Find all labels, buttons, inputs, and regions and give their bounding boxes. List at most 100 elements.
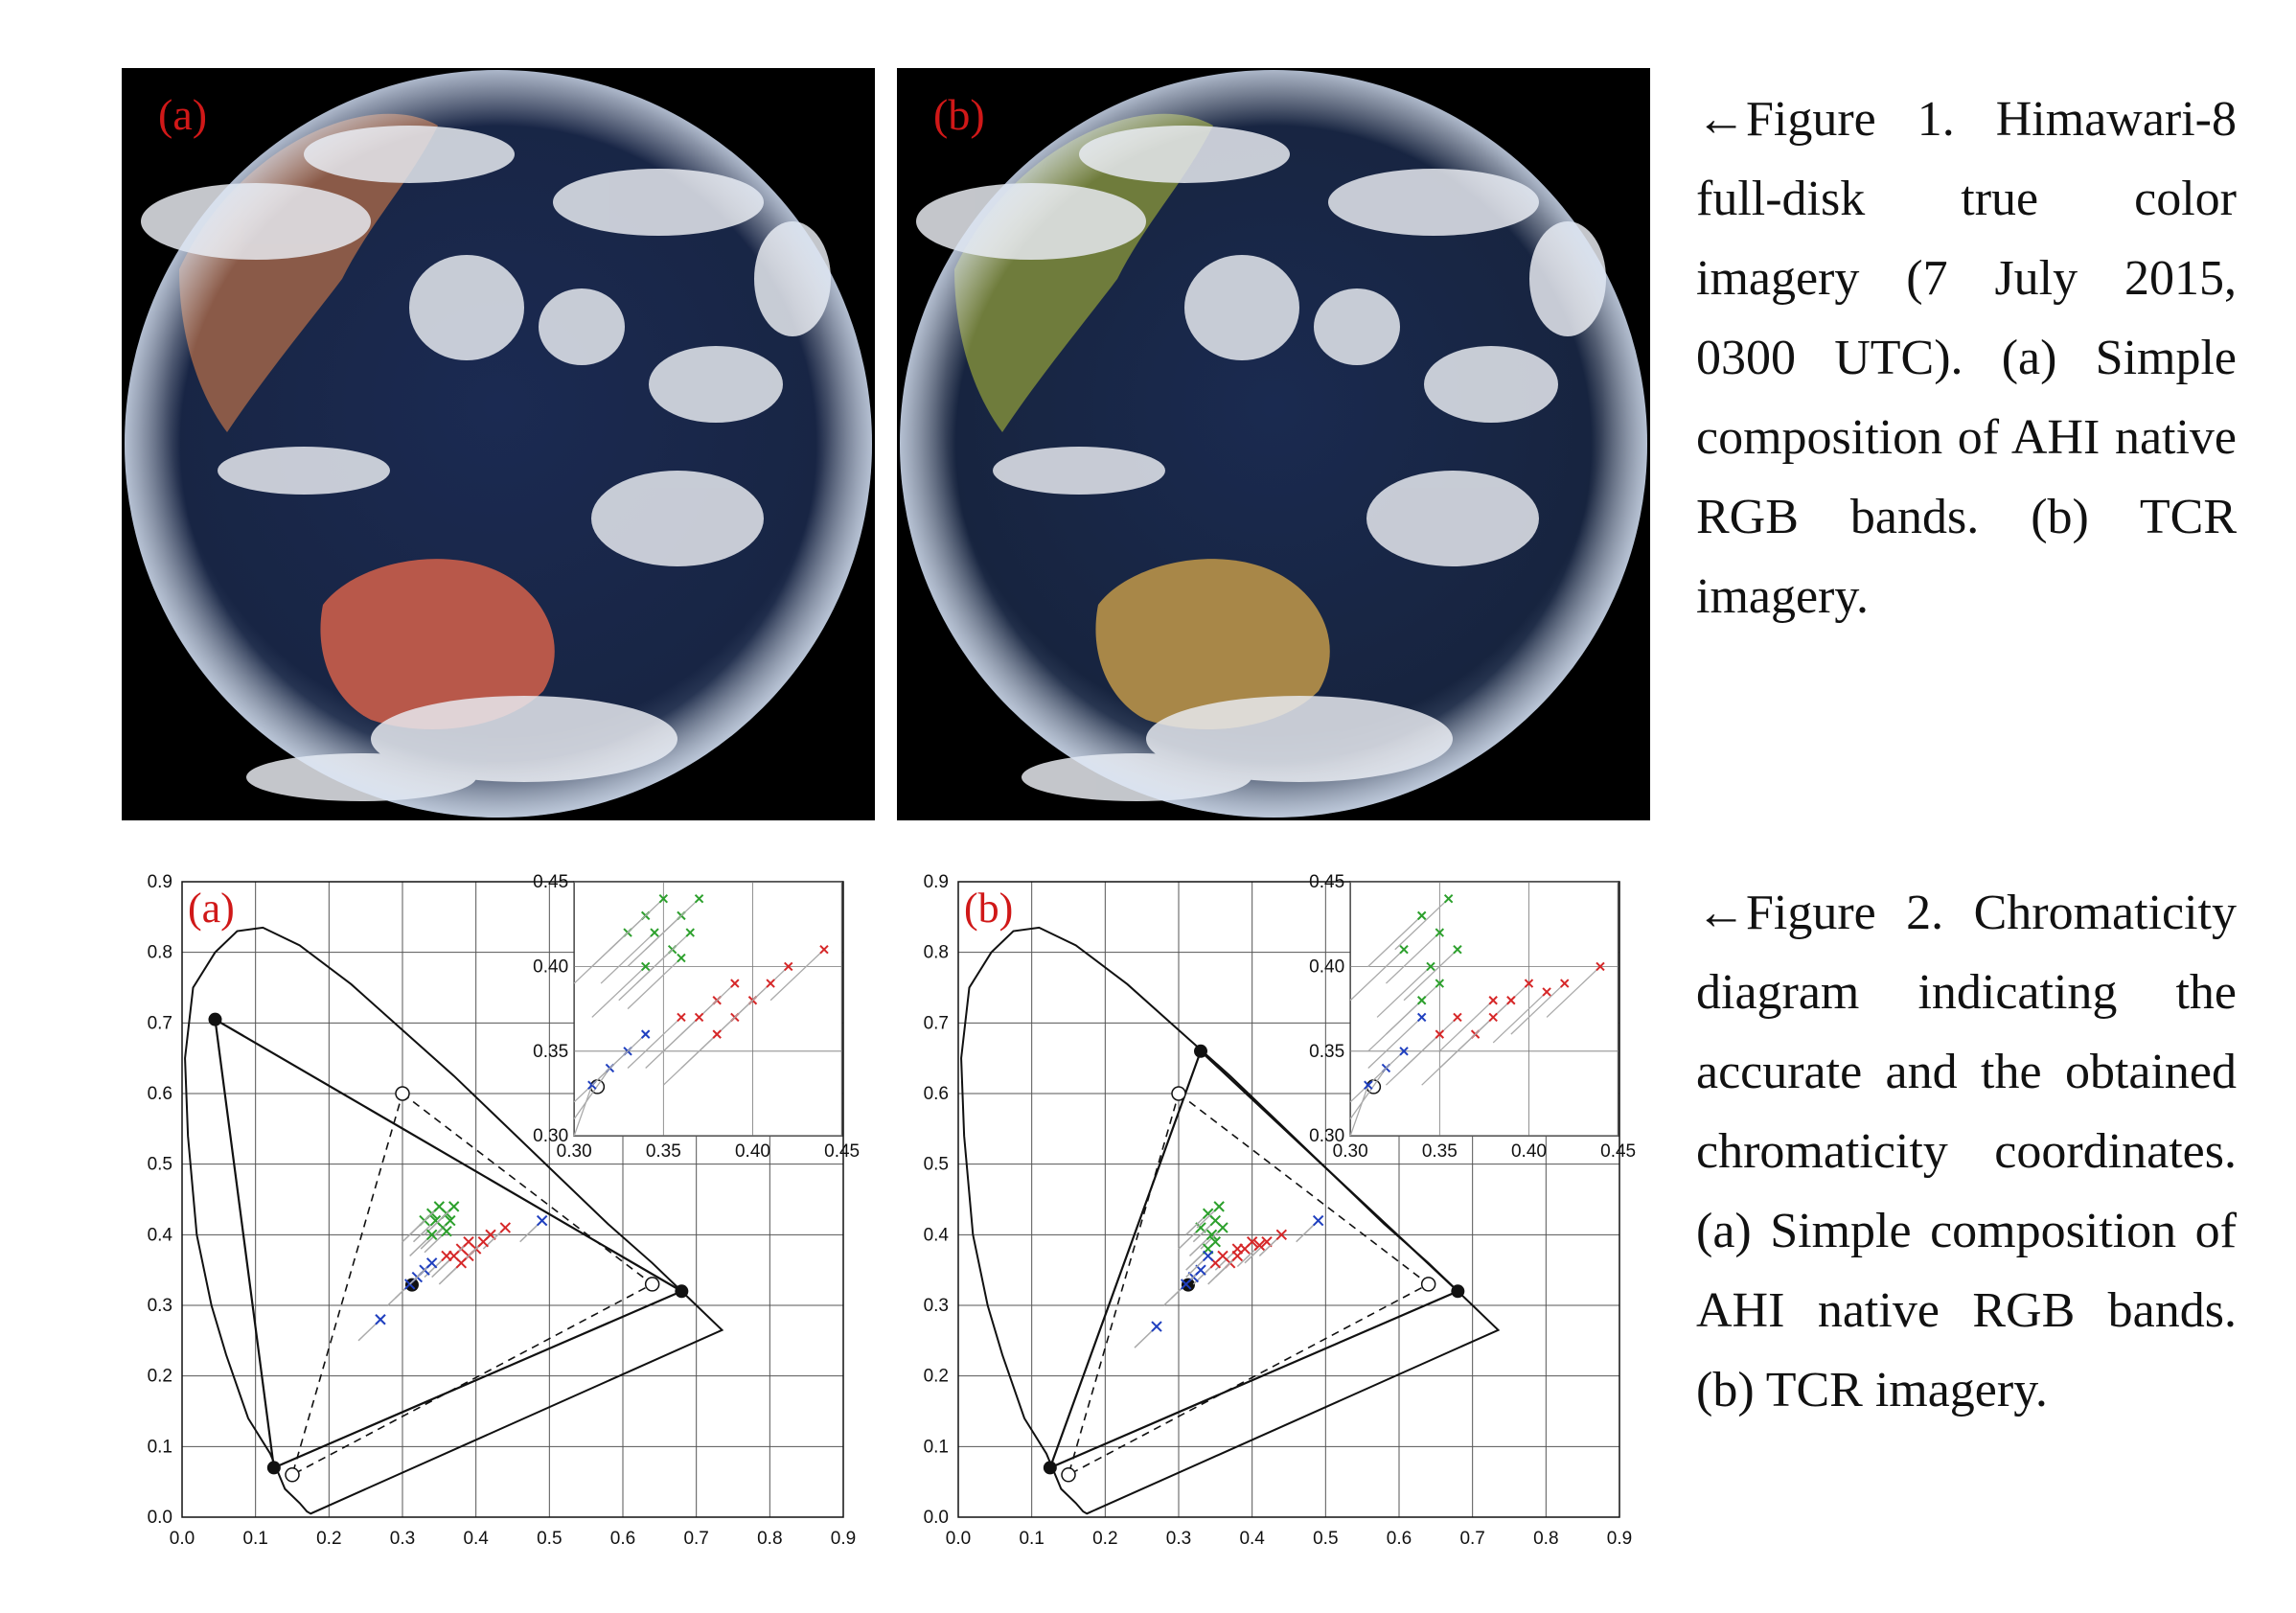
gamut-triangle-obtained <box>290 1092 654 1477</box>
inset-data-point <box>685 928 695 937</box>
y-tick-label: 0.2 <box>148 1367 172 1387</box>
x-tick-label: 0.9 <box>831 1529 856 1549</box>
inset-error-vector <box>662 1033 718 1086</box>
data-point-stroke <box>445 1214 456 1227</box>
gamut-vertex-open <box>644 1277 660 1292</box>
data-point <box>477 1235 490 1248</box>
inset-error-vector <box>1349 1050 1405 1103</box>
inset-data-point <box>694 893 704 904</box>
data-point <box>441 1250 452 1262</box>
inset-error-vector <box>1385 932 1440 984</box>
data-series-2 <box>357 1214 548 1342</box>
data-point-stroke <box>1488 996 1498 1005</box>
y-tick-label: 0.7 <box>148 1013 172 1033</box>
gamut-triangle-accurate <box>1047 1048 1460 1470</box>
inset-data-point <box>1426 961 1435 972</box>
data-point-stroke <box>730 979 740 988</box>
data-point-stroke <box>685 928 695 937</box>
plot-frame <box>957 881 1620 1518</box>
inset-series-2 <box>1349 1012 1427 1137</box>
inset-series-0 <box>1349 893 1462 1052</box>
inset-data-point <box>1542 987 1551 997</box>
data-point-stroke <box>455 1257 468 1269</box>
data-point-stroke <box>1261 1235 1273 1248</box>
inset-error-vector <box>1438 1000 1494 1052</box>
inset-error-vector <box>591 1033 647 1086</box>
x-tick-label: 0.6 <box>610 1529 635 1549</box>
data-point-stroke <box>1151 1321 1162 1332</box>
inset-data-point <box>1435 928 1445 937</box>
data-point <box>1202 1250 1214 1262</box>
data-point-stroke <box>441 1250 452 1262</box>
inset-error-vector <box>645 1016 700 1069</box>
inset-data-point <box>1399 1047 1409 1056</box>
plot-frame <box>181 881 844 1518</box>
data-point <box>448 1201 460 1212</box>
data-point-stroke <box>1312 1214 1324 1227</box>
data-point-stroke <box>433 1201 446 1212</box>
data-point-stroke <box>1399 945 1409 955</box>
inset-data-point <box>712 1029 722 1039</box>
y-tick-label: 0.6 <box>924 1084 949 1104</box>
x-tick-label: 0.0 <box>946 1529 971 1549</box>
x-tick-label: 0.3 <box>1166 1529 1191 1549</box>
inset-data-point <box>1435 979 1445 988</box>
data-point-stroke <box>784 961 793 972</box>
chromaticity-chart-a: 0.0 0.1 0.2 0.3 0.4 0.5 0.6 0.7 0.8 0.9 0.0 0.1 0.2 0… <box>115 863 882 1577</box>
data-point <box>441 1225 452 1237</box>
data-point-stroke <box>658 893 669 904</box>
data-point-stroke <box>463 1235 474 1248</box>
panel-label-b: (b) <box>933 90 985 139</box>
data-point-stroke <box>1399 1047 1409 1056</box>
data-point <box>1231 1250 1244 1262</box>
inset-x-tick-label: 0.45 <box>1600 1141 1636 1162</box>
inset-x-tick-label: 0.30 <box>557 1141 592 1162</box>
inset-data-point <box>1435 1029 1445 1039</box>
gamut-vertex-open <box>395 1086 410 1101</box>
inset-data-point <box>658 893 669 904</box>
data-point-stroke <box>425 1229 438 1241</box>
inset-data-point <box>640 961 651 972</box>
inset-data-point <box>1399 945 1409 955</box>
data-point-stroke <box>1202 1250 1214 1262</box>
inset-error-vector <box>1349 1084 1369 1137</box>
inset-data-point <box>1506 996 1516 1005</box>
data-point-stroke <box>441 1225 452 1237</box>
data-point <box>375 1314 386 1325</box>
x-tick-label: 0.8 <box>1533 1529 1558 1549</box>
inset-y-tick-label: 0.45 <box>533 872 568 892</box>
inset-error-vector <box>769 949 825 1002</box>
data-point-stroke <box>640 961 651 972</box>
y-tick-label: 0.2 <box>924 1367 949 1387</box>
data-point-stroke <box>1560 979 1570 988</box>
data-point-stroke <box>1506 996 1516 1005</box>
gamut-vertex-open <box>1420 1277 1436 1292</box>
chromaticity-chart-b: 0.0 0.1 0.2 0.3 0.4 0.5 0.6 0.7 0.8 0.9 0.0 0.1 0.2 0… <box>891 863 1658 1577</box>
inset-error-vector <box>573 1068 610 1119</box>
x-tick-label: 0.5 <box>537 1529 562 1549</box>
y-tick-label: 0.4 <box>148 1225 173 1245</box>
data-point-stroke <box>1205 1229 1218 1241</box>
earth-image-b: (b) <box>897 68 1650 820</box>
y-tick-label: 0.6 <box>148 1084 172 1104</box>
x-tick-label: 0.7 <box>1459 1529 1484 1549</box>
x-tick-label: 0.3 <box>390 1529 415 1549</box>
inset-data-point <box>1488 1012 1498 1023</box>
inset-error-vector <box>627 1016 682 1069</box>
gamut-vertex-filled <box>675 1284 689 1299</box>
inset-data-point <box>766 979 775 988</box>
data-point-stroke <box>1231 1250 1244 1262</box>
data-point-stroke <box>1217 1222 1228 1233</box>
inset-error-vector <box>1438 1016 1494 1069</box>
data-point-stroke <box>1195 1222 1206 1233</box>
data-point <box>1180 1279 1192 1290</box>
data-point-stroke <box>1435 928 1445 937</box>
x-tick-label: 0.9 <box>1607 1529 1632 1549</box>
x-tick-label: 0.0 <box>170 1529 195 1549</box>
inset-series-1 <box>627 945 829 1086</box>
data-point <box>499 1222 512 1233</box>
gamut-vertex-open <box>1061 1467 1076 1483</box>
data-point-stroke <box>375 1314 386 1325</box>
data-point-stroke <box>429 1214 442 1227</box>
inset-data-point <box>1364 1080 1373 1090</box>
